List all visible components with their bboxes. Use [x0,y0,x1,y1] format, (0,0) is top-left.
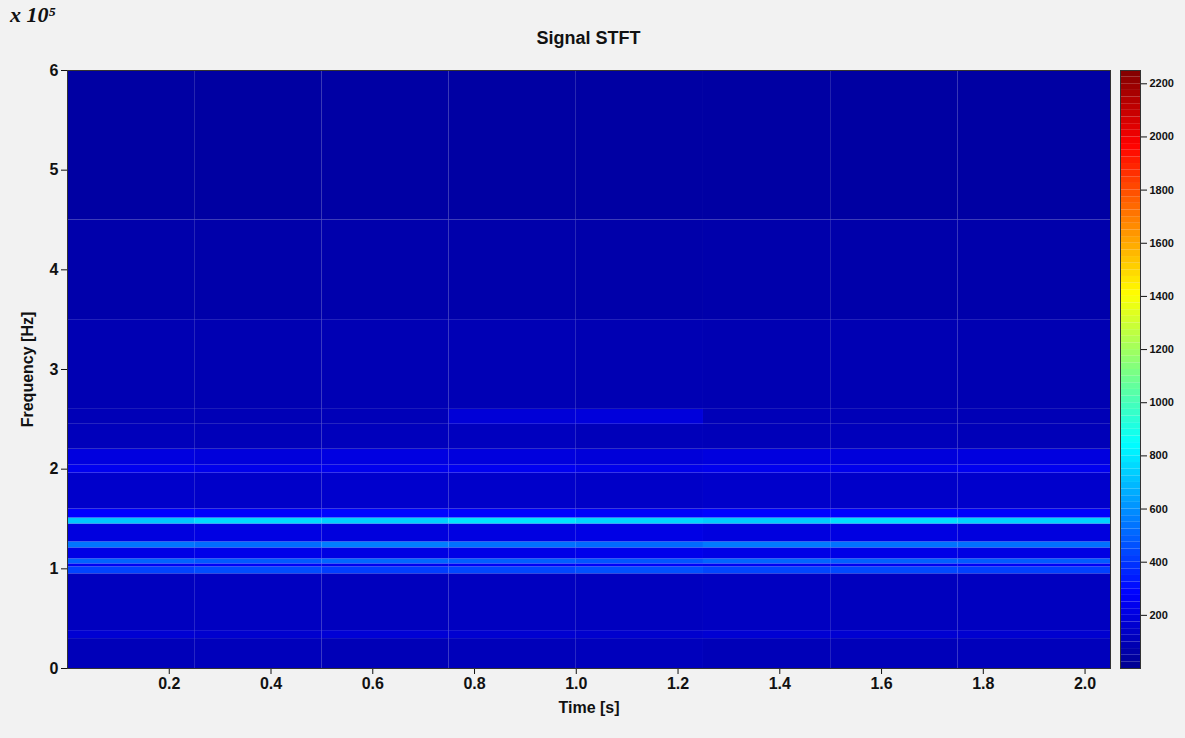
svg-text:4: 4 [50,261,59,278]
svg-text:1.2: 1.2 [667,675,689,692]
svg-text:2200: 2200 [1150,77,1174,89]
svg-text:200: 200 [1150,609,1168,621]
svg-text:400: 400 [1150,556,1168,568]
svg-text:0.2: 0.2 [158,675,180,692]
svg-text:0.8: 0.8 [463,675,485,692]
svg-text:2000: 2000 [1150,130,1174,142]
svg-text:1200: 1200 [1150,343,1174,355]
svg-text:1400: 1400 [1150,290,1174,302]
svg-text:5: 5 [50,161,59,178]
svg-text:Frequency [Hz]: Frequency [Hz] [19,312,36,428]
svg-text:2.0: 2.0 [1074,675,1096,692]
svg-text:800: 800 [1150,449,1168,461]
svg-text:600: 600 [1150,503,1168,515]
svg-text:1: 1 [50,560,59,577]
html-text:Signal STFT: Signal STFT [536,28,641,48]
svg-text:1.8: 1.8 [972,675,994,692]
svg-text:0: 0 [50,660,59,677]
svg-text:1800: 1800 [1150,184,1174,196]
svg-text:3: 3 [50,361,59,378]
svg-text:1.4: 1.4 [769,675,791,692]
svg-text:1000: 1000 [1150,396,1174,408]
html-text:x 10⁵: x 10⁵ [10,2,57,27]
svg-text:0.6: 0.6 [362,675,384,692]
svg-text:1600: 1600 [1150,237,1174,249]
svg-text:1.6: 1.6 [870,675,892,692]
svg-text:2: 2 [50,460,59,477]
svg-text:Time [s]: Time [s] [558,699,619,716]
svg-text:6: 6 [50,62,59,79]
svg-text:1.0: 1.0 [565,675,587,692]
svg-text:0.4: 0.4 [260,675,282,692]
